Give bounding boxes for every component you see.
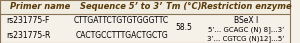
- Text: CACTGCCTTTGACTGCTG: CACTGCCTTTGACTGCTG: [75, 31, 168, 40]
- Bar: [0, 0, 290, 14]
- Text: 58.5: 58.5: [176, 23, 192, 32]
- Text: 3’... CGTCG (N)12]...5’: 3’... CGTCG (N)12]...5’: [207, 35, 285, 42]
- Text: Primer name: Primer name: [11, 2, 71, 11]
- Text: BSeX I: BSeX I: [234, 16, 258, 25]
- Text: CTTGATTCTGTGTGGGTTC: CTTGATTCTGTGTGGGTTC: [74, 16, 169, 25]
- Text: rs231775-R: rs231775-R: [6, 31, 50, 40]
- Text: Sequence 5’ to 3’: Sequence 5’ to 3’: [80, 2, 163, 11]
- Text: rs231775-F: rs231775-F: [6, 16, 49, 25]
- Text: Restriction enzyme: Restriction enzyme: [201, 2, 291, 11]
- Text: 5’... GCAGC (N) 8]...3’: 5’... GCAGC (N) 8]...3’: [208, 27, 284, 33]
- Text: Tm (°C): Tm (°C): [166, 2, 202, 11]
